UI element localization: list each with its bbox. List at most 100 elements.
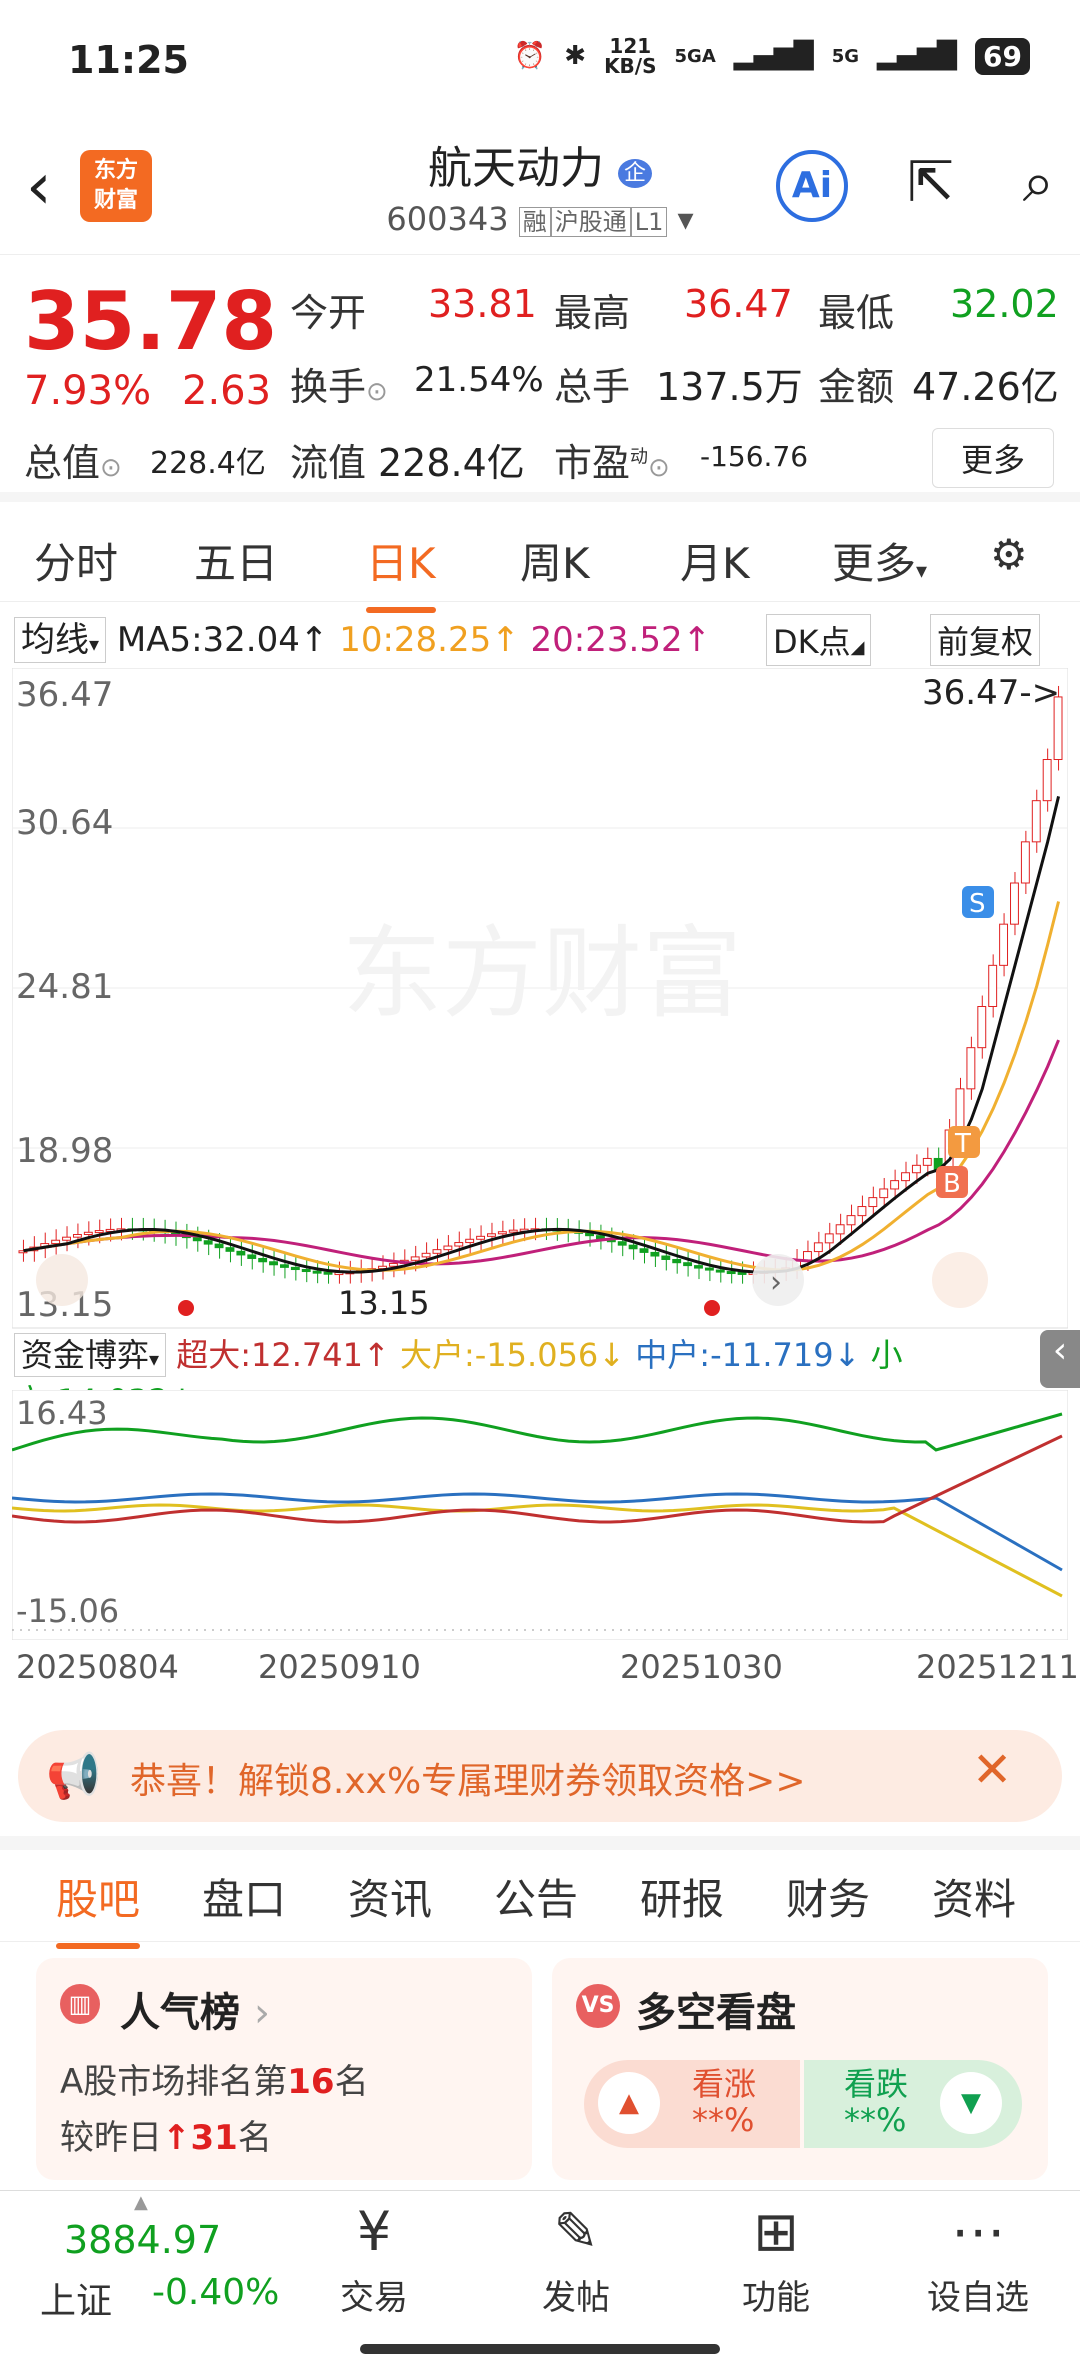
ma10-value: 10:28.25↑	[339, 620, 520, 660]
tab-intraday[interactable]: 分时	[34, 539, 119, 588]
home-indicator[interactable]	[360, 2344, 720, 2354]
candle	[421, 1252, 431, 1258]
bluetooth-icon: ✱	[564, 41, 587, 71]
date-label-3: 20251030	[620, 1648, 783, 1686]
candle	[879, 1188, 889, 1199]
collapse-icon[interactable]: ‹	[1040, 1330, 1080, 1388]
date-label-1: 20250804	[16, 1648, 179, 1686]
candle	[454, 1242, 464, 1247]
fund-select[interactable]: 资金博弈▾	[14, 1333, 167, 1377]
nav-post[interactable]: ✎ 发帖	[506, 2200, 646, 2319]
float-label: 流值	[290, 441, 367, 485]
tab-finance[interactable]: 财务	[786, 1875, 871, 1924]
high-label: 最高	[554, 291, 631, 335]
adjust-button[interactable]: 前复权	[930, 614, 1041, 666]
rank-line: A股市场排名第16名	[60, 2062, 369, 2102]
sell-marker[interactable]	[962, 886, 994, 918]
large-line	[12, 1503, 1063, 1598]
t-marker[interactable]	[948, 1126, 980, 1158]
sentiment-title: 多空看盘	[636, 1990, 796, 2036]
tab-monthly-k[interactable]: 月K	[680, 539, 750, 588]
tab-announcements[interactable]: 公告	[494, 1875, 579, 1924]
tab-forum[interactable]: 股吧	[56, 1866, 141, 1949]
nav-watchlist[interactable]: ⋯ 设自选	[908, 2200, 1048, 2319]
candle	[835, 1224, 845, 1235]
dk-button[interactable]: DK点◢	[766, 614, 872, 666]
nav-functions[interactable]: ⊞ 功能	[706, 2200, 846, 2319]
candle	[628, 1244, 638, 1250]
tab-orderbook[interactable]: 盘口	[202, 1875, 287, 1924]
ma20-value: 20:23.52↑	[530, 620, 712, 660]
fullscreen-icon[interactable]	[932, 1252, 988, 1308]
signal-5ga: 5GA	[674, 45, 716, 67]
battery-icon: 69	[975, 37, 1030, 75]
tab-research[interactable]: 研报	[640, 1875, 725, 1924]
megaphone-icon: 📢	[46, 1751, 101, 1802]
scroll-left-icon[interactable]	[36, 1254, 88, 1306]
candle	[857, 1206, 867, 1217]
ma-row: 均线▾ MA5:32.04↑ 10:28.25↑ 20:23.52↑	[14, 612, 1066, 666]
candle	[824, 1233, 834, 1244]
settings-gear-icon[interactable]: ⚙	[990, 530, 1028, 579]
float-value: 228.4亿	[378, 441, 525, 485]
candlestick-chart[interactable]: 东方财富 36.47 30.64 24.81 18.98 13.15 36.47…	[12, 668, 1068, 1348]
ma5-line	[23, 796, 1061, 1274]
info-icon[interactable]: ⊙	[366, 377, 388, 407]
expand-icon[interactable]: ▲	[134, 2192, 148, 2213]
promo-text[interactable]: 恭喜！解锁8.xx%专属理财券领取资格>>	[130, 1761, 806, 1802]
app-logo[interactable]: 东方 财富	[80, 150, 152, 222]
open-value: 33.81	[428, 282, 537, 326]
event-dot[interactable]	[704, 1300, 720, 1316]
candle	[312, 1270, 322, 1274]
t-marker-label: T	[954, 1129, 971, 1159]
tab-5day[interactable]: 五日	[194, 539, 279, 588]
svg-text:›: ›	[770, 1265, 782, 1300]
search-icon[interactable]: ⌕	[1022, 150, 1054, 215]
candle	[901, 1172, 910, 1182]
tab-more[interactable]: 更多▾	[832, 539, 928, 588]
fund-top-label: 16.43	[16, 1394, 108, 1432]
more-button[interactable]: 更多	[931, 428, 1054, 488]
fund-bottom-label: -15.06	[16, 1592, 119, 1630]
tab-profile[interactable]: 资料	[932, 1875, 1017, 1924]
candle	[62, 1236, 71, 1241]
close-icon[interactable]: ✕	[972, 1742, 1013, 1798]
ai-button[interactable]: Ai	[776, 150, 848, 222]
turnover-value: 21.54%	[414, 360, 544, 400]
date-label-2: 20250910	[258, 1648, 421, 1686]
super-line	[12, 1434, 1063, 1524]
stock-header	[0, 120, 1080, 255]
candle	[683, 1262, 693, 1267]
mcap-label: 总值⊙	[24, 441, 122, 485]
rank-change-line: 较昨日↑31名	[60, 2118, 272, 2158]
change-percent: 7.93%	[24, 368, 152, 414]
event-dot[interactable]	[178, 1300, 194, 1316]
chevron-right-icon[interactable]	[752, 1254, 804, 1306]
candle	[977, 1006, 987, 1049]
nav-trade[interactable]: ¥ 交易	[304, 2200, 444, 2319]
promo-banner[interactable]	[18, 1730, 1062, 1822]
tab-weekly-k[interactable]: 周K	[520, 539, 590, 588]
index-value[interactable]: 3884.97	[64, 2218, 222, 2262]
share-icon[interactable]: ⇱	[907, 150, 954, 215]
tab-daily-k[interactable]: 日K	[366, 530, 436, 613]
candle	[650, 1251, 660, 1257]
candle	[497, 1231, 507, 1235]
signal-5g: 5G	[831, 45, 860, 67]
candle	[694, 1265, 703, 1269]
fund-chart[interactable]: 16.43 -15.06	[12, 1390, 1068, 1640]
ma-select[interactable]: 均线▾	[14, 617, 107, 663]
super-large-flow: 超大:12.741↑	[176, 1336, 390, 1374]
chart-icon: ▥	[60, 1984, 100, 2024]
info-icon[interactable]: ⊙	[648, 453, 670, 483]
turnover-label: 换手⊙	[290, 365, 388, 409]
more-dots-icon: ⋯	[951, 2200, 1005, 2263]
tab-news[interactable]: 资讯	[348, 1875, 433, 1924]
back-icon[interactable]: ‹	[26, 150, 52, 224]
index-change: -0.40%	[152, 2272, 280, 2313]
stock-code-row[interactable]: 600343 融沪股通 L1 ▾	[0, 200, 1080, 238]
info-icon[interactable]: ⊙	[100, 453, 122, 483]
popularity-card[interactable]	[36, 1958, 532, 2180]
small-line	[12, 1412, 1063, 1452]
buy-marker[interactable]	[936, 1166, 968, 1198]
